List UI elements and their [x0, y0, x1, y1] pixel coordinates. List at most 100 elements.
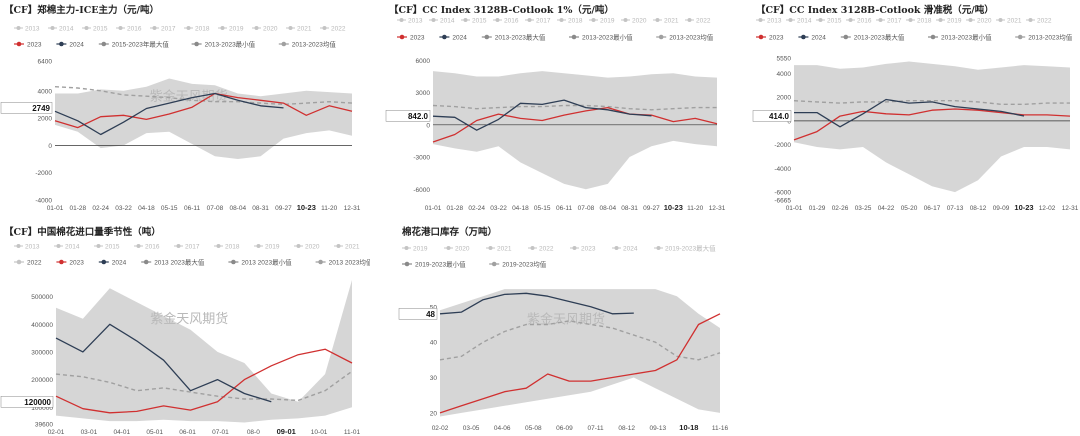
legend-label: 2022: [27, 260, 42, 267]
legend-label: 2021: [497, 246, 512, 253]
y-tick-label: 0: [787, 118, 791, 125]
x-tick-label: 04-06: [494, 425, 511, 432]
x-tick-label: 08-04: [599, 205, 616, 212]
legend-label: 2022: [539, 246, 554, 253]
series-line: [432, 106, 718, 143]
legend-marker: [288, 26, 293, 30]
legend-marker: [256, 244, 261, 248]
legend-marker: [818, 18, 823, 22]
x-tick-label: 10-23: [664, 203, 683, 212]
x-tick-label: 02-24: [468, 205, 485, 212]
chart-panel-2: 【CF】CC Index 3128B-Cotlook 1%（元/吨） 2013 2…: [385, 0, 730, 216]
x-tick-label: 06-01: [179, 429, 196, 436]
x-tick-label: 10-18: [679, 423, 698, 432]
legend-marker: [143, 259, 149, 265]
x-tick-label: 04-18: [138, 205, 155, 212]
chart-title: 【CF】郑棉主力-ICE主力（元/吨）: [4, 5, 159, 16]
y-tick-label: -3000: [413, 155, 430, 162]
series-line: [439, 313, 721, 414]
x-tick-label: 01-28: [70, 205, 87, 212]
legend-marker: [571, 34, 577, 40]
x-tick-label: 08-31: [252, 205, 269, 212]
chart-svg: 2013 2014 2015 2016 2017 2018 2019 2020 2021 2022…: [752, 18, 1079, 212]
y-tick-label: 0: [426, 122, 430, 129]
watermark: 紫金天风期货: [527, 311, 605, 326]
x-tick-label: 05-08: [525, 425, 542, 432]
current-value-label: 414.0: [769, 112, 790, 121]
y-tick-label: -6665: [774, 198, 791, 205]
legend-marker: [801, 34, 806, 40]
x-tick-label: 10-23: [1014, 203, 1033, 212]
legend-label: 2021: [664, 18, 679, 25]
legend-label: 2022: [1037, 18, 1052, 25]
legend-label: 2023: [69, 260, 84, 267]
legend-marker: [930, 34, 936, 40]
y-tick-label: 6000: [416, 58, 431, 65]
x-tick-label: 12-31: [344, 205, 361, 212]
legend-marker: [530, 246, 535, 250]
legend-label: 2024: [623, 246, 638, 253]
legend-label: 2019-2023最大值: [665, 244, 716, 253]
legend-label: 2014: [65, 244, 80, 251]
series-line: [432, 99, 652, 131]
legend-marker: [101, 41, 107, 47]
y-tick-label: 4000: [38, 88, 53, 95]
series-line: [793, 108, 1071, 141]
legend-label: 2013-2023均值: [1028, 33, 1073, 42]
legend-label: 2021: [1007, 18, 1022, 25]
series-line: [439, 320, 721, 361]
series-line: [54, 92, 353, 129]
x-tick-label: 10-23: [297, 203, 316, 212]
legend-marker: [998, 18, 1003, 22]
legend-label: 2019-2023最小值: [415, 260, 466, 269]
legend-marker: [938, 18, 943, 22]
legend-marker: [495, 18, 500, 22]
legend-marker: [399, 18, 404, 22]
legend-label: 2023: [581, 246, 596, 253]
x-tick-label: 05-15: [534, 205, 551, 212]
legend-label: 2014: [59, 26, 74, 33]
legend-label: 2015-2023年最大值: [112, 40, 170, 49]
y-tick-label: 200000: [31, 377, 53, 384]
y-tick-label: -6000: [774, 190, 791, 197]
range-band: [440, 289, 720, 417]
legend-label: 2016: [504, 18, 519, 25]
x-tick-label: 09-27: [275, 205, 292, 212]
legend-marker: [136, 244, 141, 248]
legend-label: 2021: [345, 244, 360, 251]
x-tick-label: 06-17: [924, 205, 941, 212]
x-tick-label: 08-04: [229, 205, 246, 212]
x-tick-label: 04-18: [512, 205, 529, 212]
x-tick-label: 09-09: [993, 205, 1010, 212]
chart-svg: 2013 2014 2015 2016 2017 2018 2019 2020 2021 2022…: [0, 26, 361, 212]
y-tick-label: 50: [430, 304, 438, 311]
current-value-box: [0, 102, 53, 114]
x-tick-label: 04-01: [113, 429, 130, 436]
x-tick-label: 12-31: [709, 205, 726, 212]
legend-label: 2013-2023最小值: [941, 33, 992, 42]
x-tick-label: 11-16: [712, 425, 728, 432]
legend-label: 2023: [27, 42, 42, 49]
x-tick-label: 01-28: [447, 205, 464, 212]
legend-label: 2019: [229, 26, 244, 33]
current-value-label: 2749: [32, 104, 50, 113]
legend-label: 2023: [769, 35, 784, 42]
x-tick-label: 02-02: [432, 425, 449, 432]
x-tick-label: 02-24: [92, 205, 109, 212]
legend-marker: [968, 18, 973, 22]
x-tick-label: 03-05: [463, 425, 480, 432]
legend-marker: [1017, 34, 1023, 40]
y-tick-label: 39600: [35, 422, 53, 429]
current-value-box: [752, 110, 792, 122]
legend-label: 2018: [225, 244, 240, 251]
legend-marker: [572, 246, 577, 250]
legend-marker: [484, 34, 490, 40]
legend-label: 2017: [887, 18, 902, 25]
legend-label: 2013 2023最小值: [241, 258, 292, 267]
legend-marker: [16, 244, 21, 248]
x-tick-label: 06-09: [556, 425, 573, 432]
x-tick-label: 01-29: [809, 205, 826, 212]
y-tick-label: 100000: [31, 405, 53, 412]
x-tick-label: 06-11: [184, 205, 201, 212]
legend-marker: [50, 26, 55, 30]
